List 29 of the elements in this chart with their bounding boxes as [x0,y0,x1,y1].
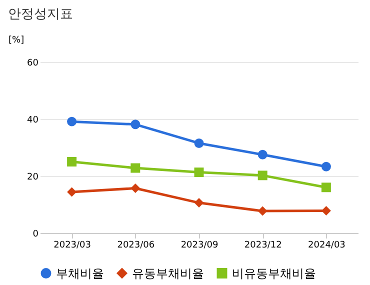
y-tick-label: 0 [32,230,39,240]
chart-title: 안정성지표 [8,7,73,22]
legend-label: 유동부채비율 [132,266,204,280]
y-tick-label: 40 [27,116,39,126]
x-tick-label: 2023/09 [180,240,218,250]
point [194,168,204,178]
point [130,184,140,193]
y-tick-label: 20 [27,172,39,182]
point [194,138,204,148]
point [130,163,140,173]
point [194,198,204,208]
point [258,150,268,160]
point [67,187,77,197]
x-tick-label: 2023/06 [117,240,155,250]
point [321,206,331,216]
point [67,116,77,126]
legend-label: 부채비율 [56,266,104,280]
point [258,170,268,180]
x-tick-label: 2023/03 [54,240,91,250]
legend-label: 비유동부채비율 [232,266,316,280]
point [321,162,331,172]
y-axis-title: [%] [8,36,24,46]
y-tick-label: 60 [27,58,39,68]
x-tick-label: 2024/03 [308,240,346,250]
point [321,182,331,192]
point [130,120,140,130]
point [258,206,268,216]
point [67,157,77,166]
x-tick-label: 2023/12 [244,240,282,250]
